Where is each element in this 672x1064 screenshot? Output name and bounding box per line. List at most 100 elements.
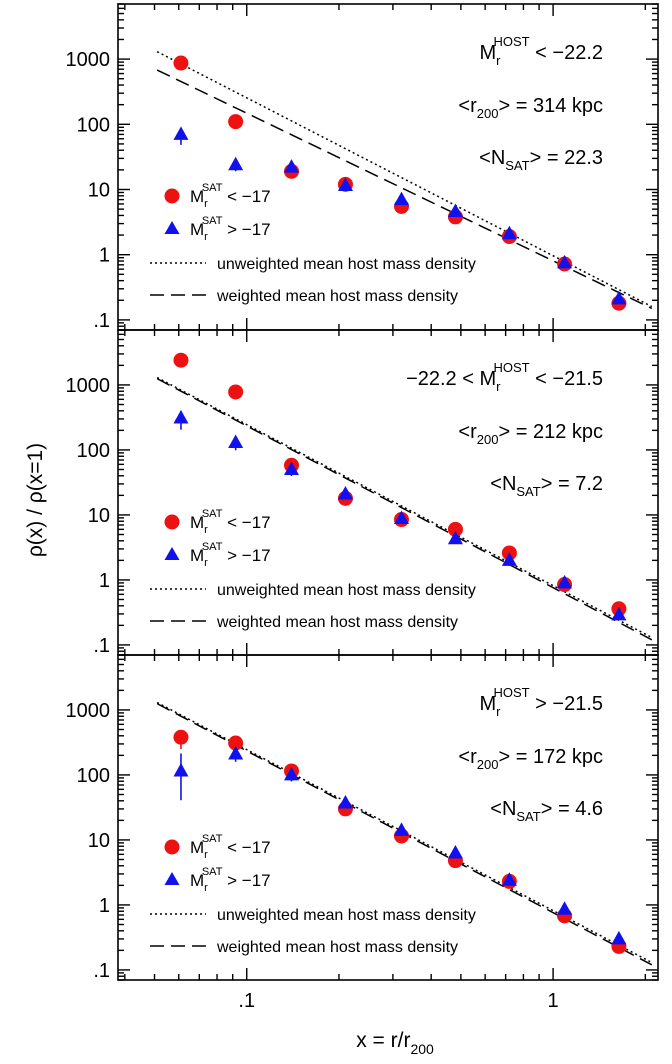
r200-annotation-pre: <r xyxy=(458,95,477,117)
legend-bright-sub: r xyxy=(204,198,208,210)
legend-faint-sup: SAT xyxy=(202,866,223,878)
legend-faint-main: M xyxy=(190,871,204,890)
nsat-annotation-sub: SAT xyxy=(505,158,529,173)
legend-faint-rest: > −17 xyxy=(222,546,270,565)
faint-point xyxy=(393,191,409,206)
faint-point xyxy=(447,530,463,545)
legend-bright-label: Mr SAT < −17 xyxy=(190,508,271,536)
faint-point xyxy=(557,254,573,269)
bright-point xyxy=(173,55,189,71)
faint-point xyxy=(501,552,517,566)
legend-faint-sub: r xyxy=(204,882,208,894)
host-annotation-rest: < −22.2 xyxy=(530,42,603,64)
nsat-annotation-rest: > = 22.3 xyxy=(530,147,603,169)
faint-point xyxy=(284,766,300,781)
r200-annotation-rest: > = 172 kpc xyxy=(498,746,603,768)
bright-point xyxy=(228,384,244,400)
host-annotation-sup: HOST xyxy=(493,360,529,375)
x-tick-label: 1 xyxy=(548,990,559,1012)
legend-bright-sub: r xyxy=(204,524,208,536)
bright-point xyxy=(173,729,189,745)
legend-dashed-label: weighted mean host mass density xyxy=(216,614,458,631)
nsat-annotation-rest: > = 7.2 xyxy=(541,473,603,495)
faint-point xyxy=(337,485,353,500)
legend-faint-label: Mr SAT > −17 xyxy=(190,541,271,569)
host-magnitude-annotation: Mr HOST < −22.2 xyxy=(479,34,603,68)
r200-annotation: <r200> = 172 kpc xyxy=(458,746,603,772)
faint-point xyxy=(611,930,627,945)
y-tick-label: 1000 xyxy=(66,49,111,71)
nsat-annotation: <NSAT> = 4.6 xyxy=(490,798,603,824)
legend-bright-sup: SAT xyxy=(202,182,223,194)
y-tick-label: 100 xyxy=(77,765,110,787)
nsat-annotation-sub: SAT xyxy=(516,484,540,499)
host-annotation-sup: HOST xyxy=(493,34,529,49)
legend-bright-rest: < −17 xyxy=(222,513,270,532)
x-axis-label-sub: 200 xyxy=(410,1041,434,1057)
bright-point xyxy=(447,521,463,537)
y-tick-label: 100 xyxy=(77,114,110,136)
x-axis-label-main: x = r/r xyxy=(356,1029,410,1052)
panel-top: 1000 100 10 1 .1 Mr HOST < −22.2 <r200> = 314 k… xyxy=(66,3,659,332)
legend-faint-label: Mr SAT > −17 xyxy=(190,215,271,243)
legend-faint-rest: > −17 xyxy=(222,871,270,890)
legend-faint-sub: r xyxy=(204,557,208,569)
bright-point xyxy=(228,735,244,751)
weighted-density-line xyxy=(156,377,653,641)
legend-faint-sup: SAT xyxy=(202,215,223,227)
host-annotation-sup: HOST xyxy=(493,685,529,700)
host-annotation-sub: r xyxy=(496,704,501,719)
faint-point xyxy=(447,203,463,217)
panel-bottom: 1000 100 10 1 .1 Mr HOST > −21.5 <r200> = 172 k… xyxy=(66,654,659,982)
faint-point xyxy=(393,822,409,836)
x-tick-label: .1 xyxy=(238,990,255,1012)
nsat-annotation-pre: <N xyxy=(490,798,516,820)
legend-bright-marker xyxy=(164,188,180,204)
faint-point xyxy=(501,225,517,240)
legend-dashed-label: weighted mean host mass density xyxy=(216,939,458,956)
r200-annotation-rest: > = 212 kpc xyxy=(498,421,603,443)
host-annotation-rest: < −21.5 xyxy=(530,368,603,390)
legend-dotted-label: unweighted mean host mass density xyxy=(217,582,476,599)
bright-point xyxy=(228,114,244,130)
host-annotation-sub: r xyxy=(496,53,501,68)
y-tick-label: 100 xyxy=(77,440,110,462)
host-annotation-sub: r xyxy=(496,379,501,394)
legend-bright-main: M xyxy=(190,838,204,857)
nsat-annotation: <NSAT> = 22.3 xyxy=(479,147,603,173)
nsat-annotation-rest: > = 4.6 xyxy=(541,798,603,820)
y-axis-label: ρ(x) / ρ(x=1) xyxy=(24,443,47,557)
host-annotation-main: M xyxy=(479,42,496,64)
legend-faint-marker xyxy=(164,872,180,885)
unweighted-density-line xyxy=(156,376,653,639)
faint-point xyxy=(173,126,189,140)
host-annotation-main: M xyxy=(479,693,496,715)
faint-point xyxy=(557,901,573,915)
r200-annotation-sub: 200 xyxy=(477,757,499,772)
host-annotation-main: −22.2 < M xyxy=(406,368,496,390)
faint-point xyxy=(337,794,353,809)
r200-annotation: <r200> = 314 kpc xyxy=(458,95,603,121)
legend-bright-label: Mr SAT < −17 xyxy=(190,182,271,210)
faint-point xyxy=(501,872,517,886)
nsat-annotation-pre: <N xyxy=(490,473,516,495)
panel-frame xyxy=(117,654,659,981)
r200-annotation-pre: <r xyxy=(458,421,477,443)
legend-faint-sub: r xyxy=(204,231,208,243)
legend-faint-label: Mr SAT > −17 xyxy=(190,866,271,894)
legend-bright-main: M xyxy=(190,513,204,532)
nsat-annotation-pre: <N xyxy=(479,147,505,169)
legend-bright-sup: SAT xyxy=(202,833,223,845)
faint-point xyxy=(228,745,244,760)
y-tick-label: 1000 xyxy=(66,700,111,722)
legend-faint-marker xyxy=(164,221,180,234)
faint-point xyxy=(611,290,627,305)
y-tick-label: 10 xyxy=(88,505,110,527)
nsat-annotation-sub: SAT xyxy=(516,809,540,824)
host-magnitude-annotation: −22.2 < Mr HOST < −21.5 xyxy=(406,360,603,394)
legend-bright-main: M xyxy=(190,187,204,206)
y-tick-label: .1 xyxy=(93,310,110,332)
faint-point xyxy=(284,159,300,173)
legend-bright-sup: SAT xyxy=(202,508,223,520)
